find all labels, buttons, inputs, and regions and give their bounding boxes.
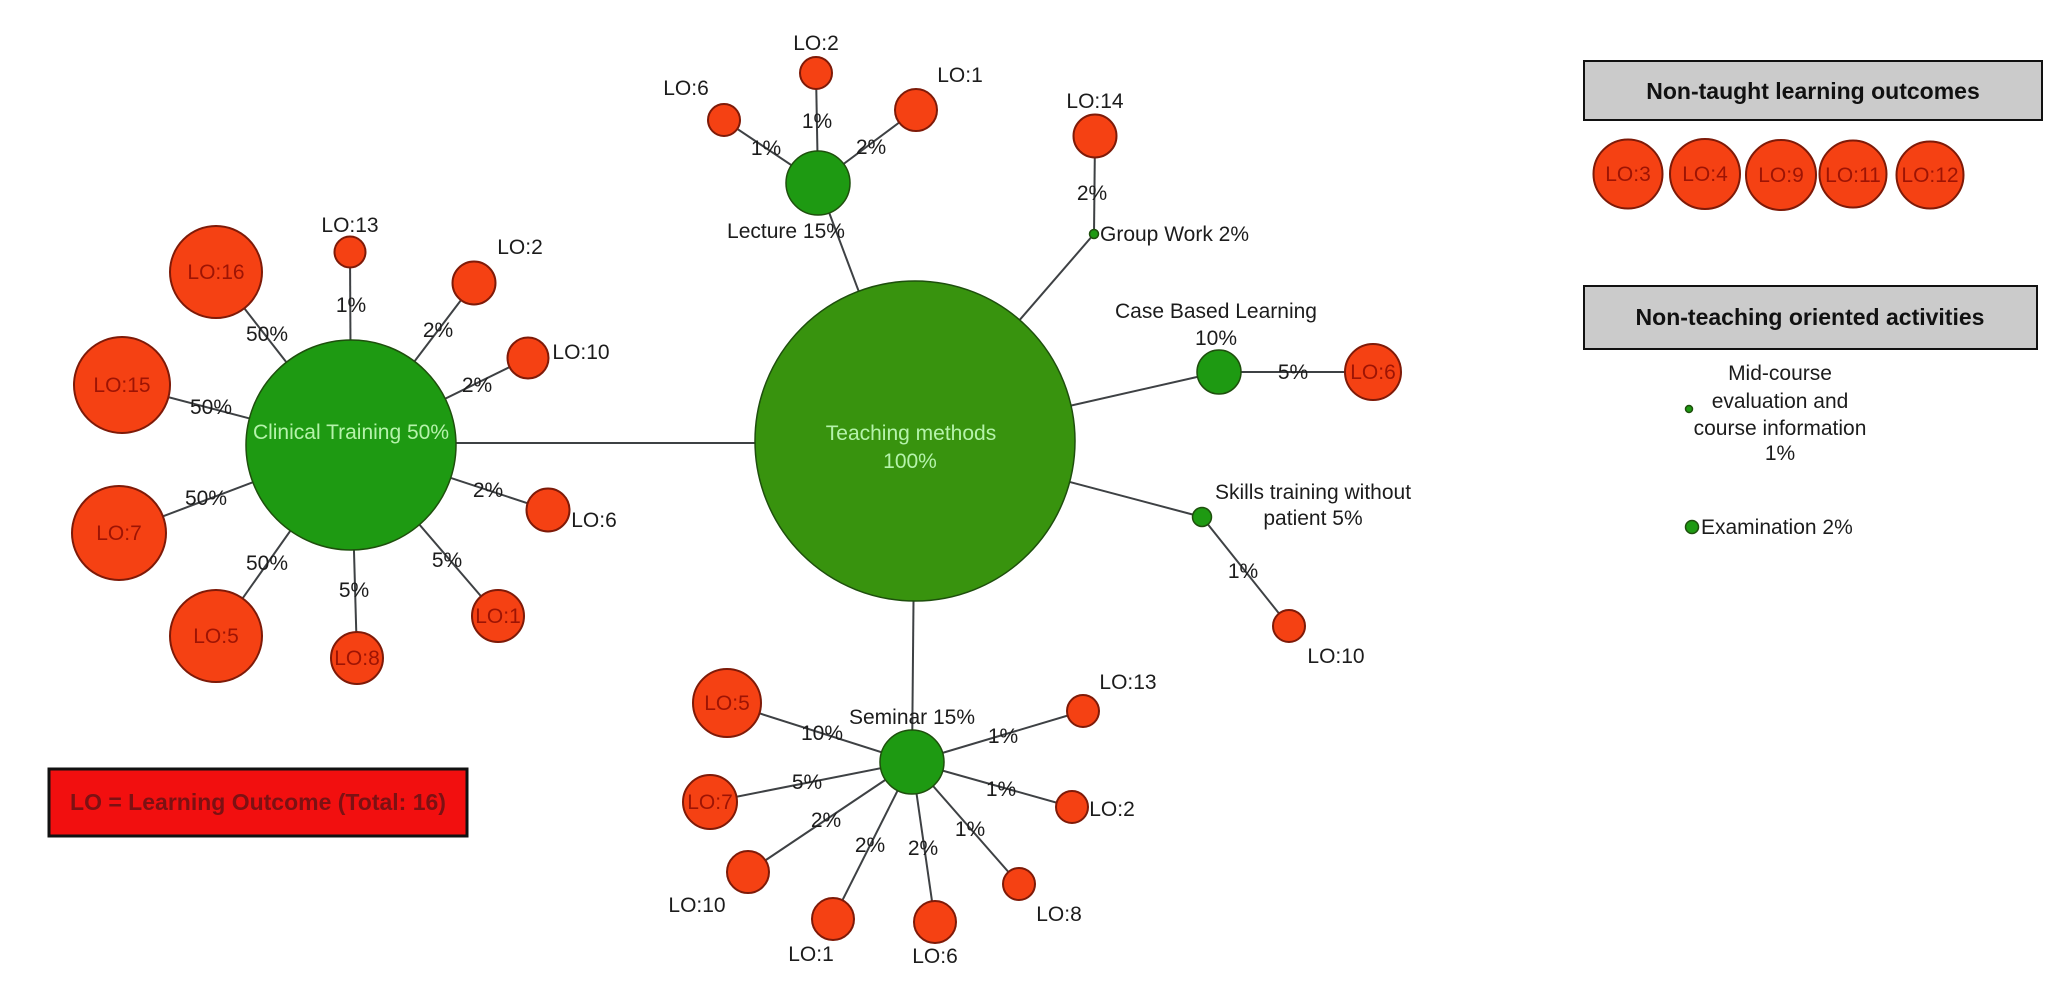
svg-text:2%: 2% <box>1077 182 1107 205</box>
svg-text:2%: 2% <box>908 837 938 860</box>
svg-text:LO:6: LO:6 <box>571 509 617 532</box>
svg-text:LO:2: LO:2 <box>497 236 543 259</box>
svg-text:LO:2: LO:2 <box>1089 798 1135 821</box>
svg-text:5%: 5% <box>339 579 369 602</box>
svg-text:LO:10: LO:10 <box>1307 645 1364 668</box>
svg-text:50%: 50% <box>190 396 232 419</box>
svg-text:2%: 2% <box>855 834 885 857</box>
svg-text:LO:6: LO:6 <box>912 945 958 968</box>
svg-text:10%: 10% <box>801 722 843 745</box>
svg-text:50%: 50% <box>246 323 288 346</box>
svg-text:LO:8: LO:8 <box>334 647 380 670</box>
svg-text:LO = Learning Outcome (Total:: LO = Learning Outcome (Total: 16) <box>70 789 446 815</box>
svg-text:Mid-course: Mid-course <box>1728 362 1832 385</box>
svg-text:50%: 50% <box>246 552 288 575</box>
svg-text:LO:10: LO:10 <box>668 894 725 917</box>
svg-text:1%: 1% <box>336 294 366 317</box>
svg-text:Non-taught learning outcomes: Non-taught learning outcomes <box>1646 78 1980 104</box>
svg-text:Non-teaching oriented activiti: Non-teaching oriented activities <box>1636 304 1985 330</box>
svg-text:Clinical Training 50%: Clinical Training 50% <box>253 421 449 444</box>
svg-text:LO:4: LO:4 <box>1682 163 1728 186</box>
svg-text:evaluation and: evaluation and <box>1712 390 1849 413</box>
svg-text:1%: 1% <box>955 818 985 841</box>
svg-text:10%: 10% <box>1195 327 1237 350</box>
svg-text:LO:16: LO:16 <box>187 261 244 284</box>
svg-text:LO:13: LO:13 <box>1099 671 1156 694</box>
svg-text:2%: 2% <box>423 319 453 342</box>
svg-text:2%: 2% <box>473 479 503 502</box>
svg-text:LO:14: LO:14 <box>1066 90 1124 113</box>
svg-text:LO:1: LO:1 <box>937 64 983 87</box>
svg-text:LO:12: LO:12 <box>1901 164 1958 187</box>
svg-text:Teaching methods: Teaching methods <box>826 422 996 445</box>
svg-text:5%: 5% <box>1278 361 1308 384</box>
svg-text:5%: 5% <box>792 771 822 794</box>
svg-text:1%: 1% <box>802 110 832 133</box>
svg-text:patient 5%: patient 5% <box>1263 507 1362 530</box>
svg-text:Group Work 2%: Group Work 2% <box>1100 223 1249 246</box>
svg-text:Lecture 15%: Lecture 15% <box>727 220 845 243</box>
svg-text:LO:1: LO:1 <box>788 943 834 966</box>
svg-text:LO:9: LO:9 <box>1758 164 1804 187</box>
svg-text:1%: 1% <box>986 778 1016 801</box>
svg-text:LO:10: LO:10 <box>552 341 609 364</box>
svg-text:Case Based Learning: Case Based Learning <box>1115 300 1317 323</box>
svg-text:LO:15: LO:15 <box>93 374 150 397</box>
svg-text:5%: 5% <box>432 549 462 572</box>
svg-text:LO:6: LO:6 <box>663 77 709 100</box>
svg-text:LO:13: LO:13 <box>321 214 378 237</box>
svg-text:1%: 1% <box>751 137 781 160</box>
svg-text:LO:11: LO:11 <box>1825 164 1881 187</box>
svg-text:Seminar 15%: Seminar 15% <box>849 706 975 729</box>
svg-text:2%: 2% <box>856 136 886 159</box>
svg-text:LO:7: LO:7 <box>687 791 733 814</box>
svg-text:LO:6: LO:6 <box>1350 361 1396 384</box>
svg-text:Examination 2%: Examination 2% <box>1701 516 1853 539</box>
svg-text:Skills training without: Skills training without <box>1215 481 1411 504</box>
svg-text:2%: 2% <box>462 374 492 397</box>
svg-text:LO:5: LO:5 <box>193 625 239 648</box>
svg-text:1%: 1% <box>1765 442 1795 465</box>
svg-text:LO:1: LO:1 <box>475 605 521 628</box>
svg-text:100%: 100% <box>883 450 937 473</box>
svg-text:1%: 1% <box>988 725 1018 748</box>
svg-text:2%: 2% <box>811 809 841 832</box>
svg-text:LO:8: LO:8 <box>1036 903 1082 926</box>
svg-text:LO:5: LO:5 <box>704 692 750 715</box>
svg-text:LO:7: LO:7 <box>96 522 142 545</box>
svg-text:50%: 50% <box>185 487 227 510</box>
svg-text:LO:2: LO:2 <box>793 32 839 55</box>
svg-text:LO:3: LO:3 <box>1605 163 1651 186</box>
svg-text:course information: course information <box>1694 417 1867 440</box>
svg-text:1%: 1% <box>1228 560 1258 583</box>
